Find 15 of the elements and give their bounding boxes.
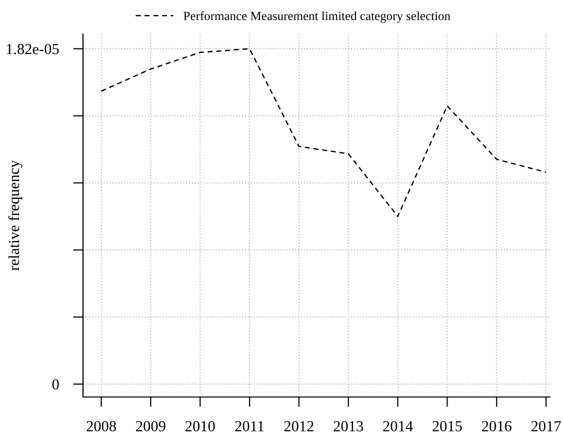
y-axis-title: relative frequency [8,160,22,271]
x-tick-label: 2009 [136,421,166,432]
x-tick-label: 2015 [432,421,462,432]
x-tick-label: 2012 [284,421,314,432]
legend-label: Performance Measurement limited category selection [184,11,450,23]
y-tick-label: 0 [52,379,59,390]
line-series [100,48,547,218]
x-tick-label: 2013 [334,421,364,432]
x-tick-label: 2017 [531,421,561,432]
x-tick-label: 2014 [383,421,413,432]
x-tick-label: 2010 [186,421,215,432]
x-tick-label: 2011 [235,421,264,432]
y-tick-label: 1.82e-05 [6,44,59,54]
x-tick-label: 2016 [482,421,512,432]
x-tick-label: 2008 [86,421,116,432]
